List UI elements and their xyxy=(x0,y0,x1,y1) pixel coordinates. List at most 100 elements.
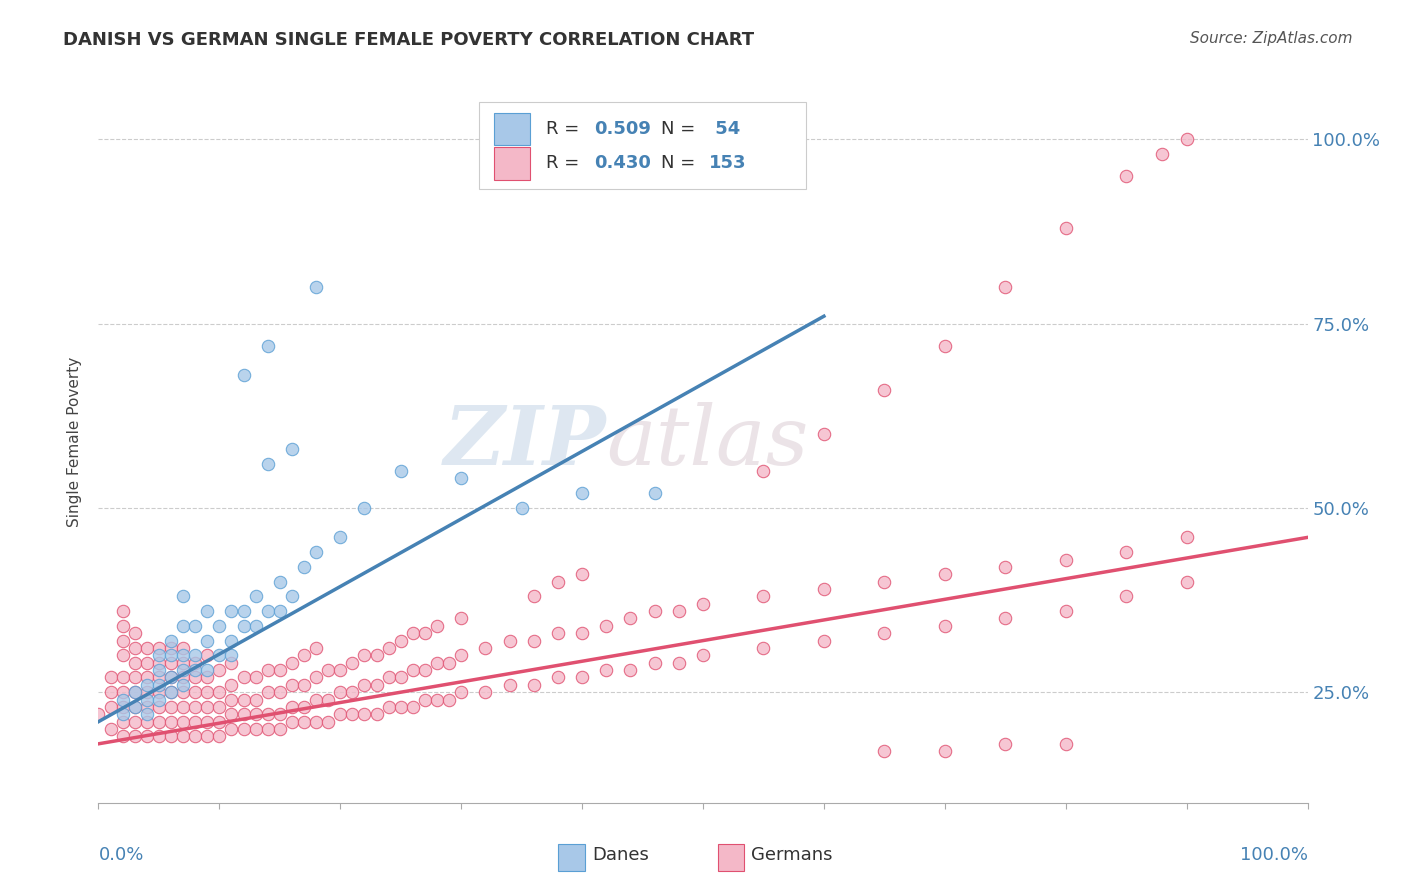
Point xyxy=(366,648,388,663)
Point xyxy=(124,685,146,699)
Point xyxy=(221,722,243,736)
Point xyxy=(195,648,218,663)
Point xyxy=(135,685,157,699)
Text: R =: R = xyxy=(546,154,585,172)
Point xyxy=(377,700,399,714)
Point xyxy=(377,640,399,655)
Point xyxy=(1175,530,1198,544)
Point xyxy=(281,590,304,604)
Point xyxy=(184,648,207,663)
Point xyxy=(1115,169,1137,183)
Point xyxy=(208,730,231,744)
Point xyxy=(281,714,304,729)
Point xyxy=(111,670,134,684)
Point xyxy=(692,648,714,663)
Point xyxy=(208,619,231,633)
Point xyxy=(256,457,278,471)
Point xyxy=(292,714,315,729)
Point xyxy=(172,619,194,633)
Point xyxy=(1054,737,1077,751)
Point xyxy=(124,626,146,640)
Point xyxy=(994,560,1017,574)
Point xyxy=(160,648,183,663)
Point xyxy=(366,707,388,722)
Point xyxy=(474,685,496,699)
Point xyxy=(256,707,278,722)
Point xyxy=(172,678,194,692)
Point xyxy=(208,685,231,699)
Point xyxy=(692,597,714,611)
Point xyxy=(389,633,412,648)
Point xyxy=(135,670,157,684)
Point xyxy=(329,685,352,699)
Point xyxy=(124,670,146,684)
Point xyxy=(148,714,170,729)
Text: 0.509: 0.509 xyxy=(595,120,651,137)
Point xyxy=(873,574,896,589)
Point xyxy=(413,663,436,677)
Point xyxy=(184,685,207,699)
Point xyxy=(292,678,315,692)
Point xyxy=(523,590,546,604)
Point xyxy=(292,560,315,574)
Point xyxy=(316,663,339,677)
Point xyxy=(934,339,956,353)
Point xyxy=(571,670,593,684)
Point xyxy=(124,730,146,744)
Text: Germans: Germans xyxy=(751,847,832,864)
Point xyxy=(111,685,134,699)
Point xyxy=(111,633,134,648)
Point xyxy=(305,670,328,684)
Text: Danes: Danes xyxy=(592,847,648,864)
Point xyxy=(353,678,375,692)
Point xyxy=(111,700,134,714)
Point xyxy=(195,700,218,714)
Point xyxy=(292,700,315,714)
Point xyxy=(208,663,231,677)
Point xyxy=(100,700,122,714)
Point xyxy=(221,604,243,618)
Point xyxy=(256,685,278,699)
Point xyxy=(1115,545,1137,559)
Text: Source: ZipAtlas.com: Source: ZipAtlas.com xyxy=(1189,31,1353,46)
Point xyxy=(135,656,157,670)
Point xyxy=(184,714,207,729)
Point xyxy=(752,590,775,604)
Point xyxy=(281,700,304,714)
Point xyxy=(124,685,146,699)
Point xyxy=(135,640,157,655)
Point xyxy=(100,685,122,699)
Point xyxy=(172,714,194,729)
Point xyxy=(873,626,896,640)
Point xyxy=(195,685,218,699)
Point xyxy=(305,279,328,293)
Point xyxy=(426,656,449,670)
Y-axis label: Single Female Poverty: Single Female Poverty xyxy=(67,357,83,526)
Point xyxy=(1115,590,1137,604)
Text: DANISH VS GERMAN SINGLE FEMALE POVERTY CORRELATION CHART: DANISH VS GERMAN SINGLE FEMALE POVERTY C… xyxy=(63,31,755,49)
Point xyxy=(269,604,291,618)
Point xyxy=(571,567,593,582)
Point xyxy=(752,464,775,478)
Point xyxy=(195,714,218,729)
Text: 54: 54 xyxy=(709,120,741,137)
Point xyxy=(87,707,110,722)
Point xyxy=(547,626,569,640)
Point xyxy=(172,663,194,677)
Point xyxy=(135,730,157,744)
Point xyxy=(426,692,449,706)
Point xyxy=(148,656,170,670)
Point xyxy=(571,626,593,640)
Point xyxy=(994,279,1017,293)
Point xyxy=(232,604,254,618)
Point xyxy=(813,633,835,648)
Point xyxy=(232,619,254,633)
Point xyxy=(644,604,666,618)
Point xyxy=(281,678,304,692)
Point xyxy=(450,685,472,699)
Point xyxy=(619,611,641,625)
Point xyxy=(619,663,641,677)
Point xyxy=(160,640,183,655)
Point xyxy=(100,722,122,736)
Point xyxy=(111,619,134,633)
